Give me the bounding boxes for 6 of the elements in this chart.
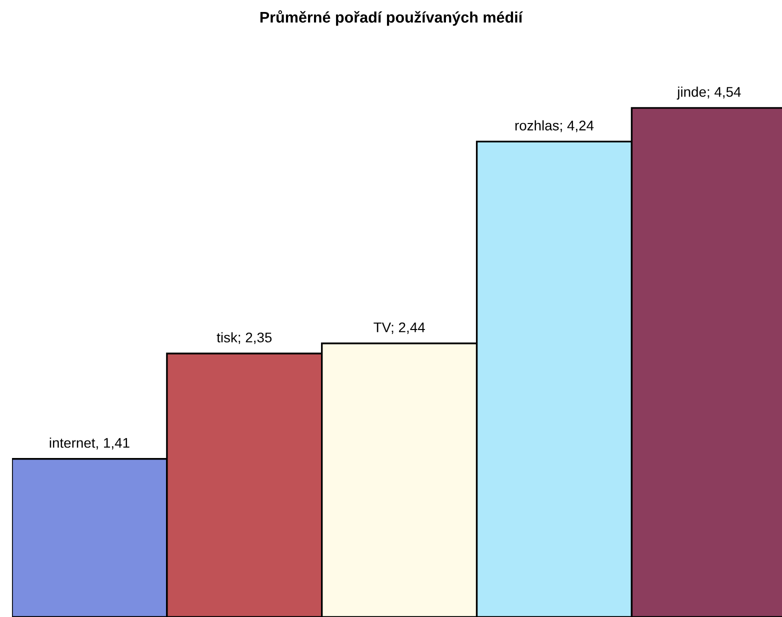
- data-label: internet, 1,41: [50, 438, 130, 450]
- data-label: rozhlas; 4,24: [515, 120, 594, 132]
- chart-title: Průměrné pořadí používaných médií: [260, 10, 524, 26]
- data-label: TV; 2,44: [374, 322, 425, 334]
- data-label: jinde; 4,54: [676, 86, 741, 100]
- data-label: tisk; 2,35: [216, 332, 272, 344]
